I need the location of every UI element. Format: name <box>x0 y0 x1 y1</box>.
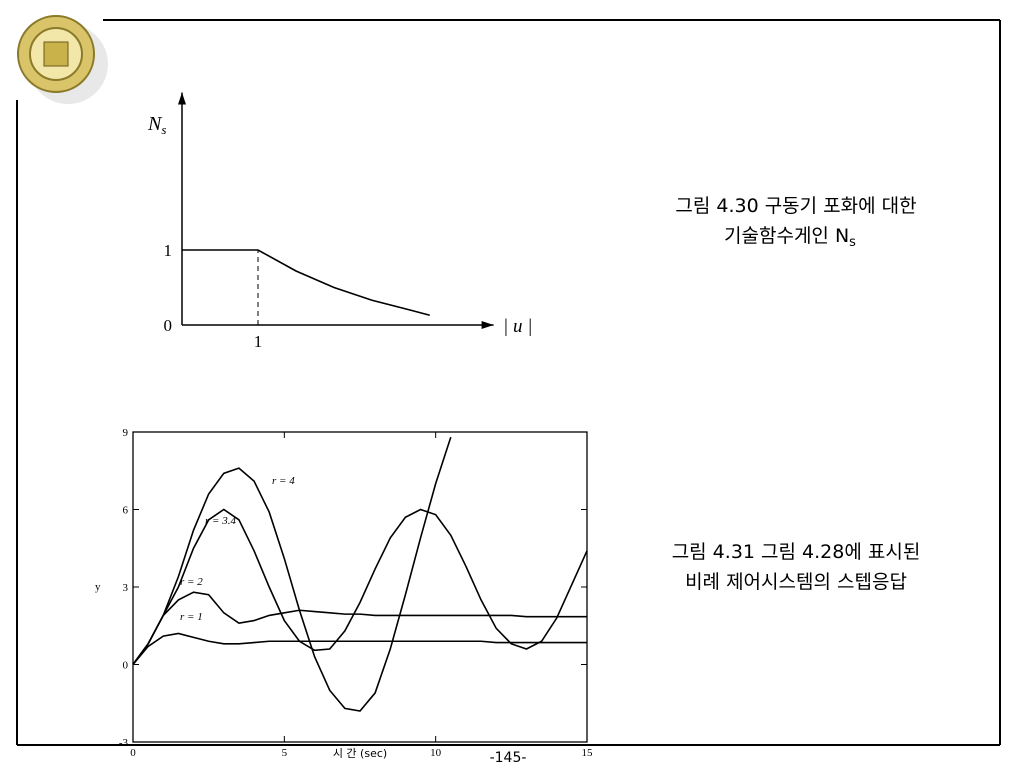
curve <box>182 249 430 317</box>
series-line <box>132 632 587 666</box>
logo <box>17 15 108 104</box>
y-tick-label: 6 <box>123 505 129 517</box>
y-tick-label: 3 <box>123 582 129 594</box>
series-label: r = 2 <box>180 576 203 588</box>
caption: 기술함수게인 Ns <box>724 225 856 250</box>
x-tick-label: 0 <box>130 747 136 759</box>
caption-text: 기술함수게인 N <box>724 225 849 247</box>
caption: 그림 4.30 구동기 포화에 대한 <box>675 195 916 217</box>
y-axis-label: Ns <box>147 113 166 137</box>
series-line <box>132 436 452 712</box>
series-line <box>132 508 588 665</box>
series-label: r = 1 <box>180 611 203 623</box>
y-tick-label: -3 <box>119 737 129 749</box>
frame <box>16 19 1001 746</box>
caption: 비례 제어시스템의 스텝응답 <box>685 571 907 593</box>
caption: 그림 4.31 그림 4.28에 표시된 <box>672 541 921 563</box>
y-tick-label: 0 <box>164 316 173 335</box>
y-tick-label: 1 <box>164 241 173 260</box>
series-line <box>132 591 587 665</box>
arrow <box>481 321 494 329</box>
page-number: -145- <box>490 750 527 766</box>
x-tick-label: 5 <box>282 747 288 759</box>
arrow <box>178 92 186 105</box>
x-tick-label: 15 <box>582 747 594 759</box>
y-label-subscript: s <box>161 122 166 137</box>
series-label: r = 4 <box>272 475 295 487</box>
x-tick-label: 10 <box>430 747 442 759</box>
x-axis-label: | u | <box>503 316 532 337</box>
y-tick-label: 0 <box>123 660 129 672</box>
y-tick-label: 9 <box>123 427 129 439</box>
x-tick-label: 1 <box>254 332 263 351</box>
y-label: N <box>147 113 163 135</box>
y-axis-label: y <box>95 581 101 593</box>
caption-subscript: s <box>849 235 856 250</box>
series-label: r = 3.4 <box>205 515 236 527</box>
x-axis-label: 시 간 (sec) <box>333 747 387 760</box>
